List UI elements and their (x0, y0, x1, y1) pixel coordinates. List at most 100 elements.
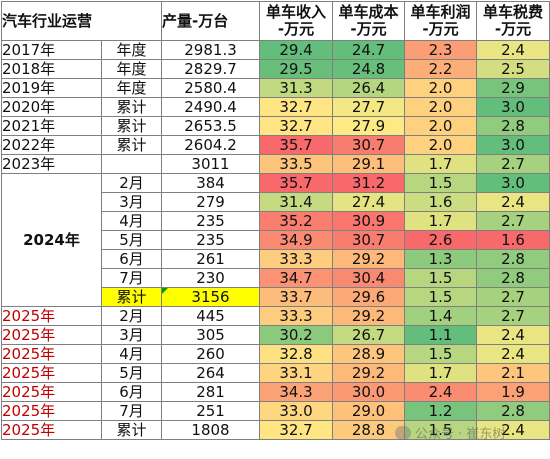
period-cell: 7月 (100, 268, 163, 288)
period-cell: 年度 (100, 40, 163, 60)
revenue-cell: 35.7 (259, 173, 334, 193)
auto-industry-table: 汽车行业运营 产量-万台 单车收入 -万元 单车成本 -万元 单车利润 -万元 … (0, 1, 550, 440)
profit-cell: 1.5 (404, 173, 478, 193)
table-row: 2025年 3月 305 30.2 26.7 1.1 2.4 (1, 325, 550, 345)
year-cell: 2023年 (1, 154, 102, 174)
production-cell: 279 (161, 192, 261, 212)
revenue-cell: 31.3 (259, 78, 334, 98)
profit-cell: 1.7 (404, 363, 478, 383)
tax-cell: 3.0 (476, 173, 550, 193)
revenue-cell: 32.7 (259, 420, 334, 440)
cost-cell: 30.7 (332, 230, 406, 250)
profit-cell: 2.0 (404, 78, 478, 98)
production-cell: 264 (161, 363, 261, 383)
header-profit-line2: -万元 (422, 20, 459, 38)
header-title: 汽车行业运营 (0, 1, 163, 41)
period-cell: 年度 (100, 59, 163, 79)
table-row: 2024年 2月 384 35.7 31.2 1.5 3.0 (1, 173, 550, 307)
table-row: 2025年 2月 445 33.3 29.2 1.4 2.7 (1, 306, 550, 326)
tax-cell: 2.8 (476, 116, 550, 136)
header-revenue: 单车收入 -万元 (259, 1, 334, 41)
production-cell: 235 (161, 230, 261, 250)
table-row: 4月 235 35.2 30.9 1.7 2.7 (2, 211, 550, 231)
year-cell: 2025年 (1, 363, 102, 383)
period-cell: 5月 (100, 230, 163, 250)
header-tax-line2: -万元 (494, 20, 532, 38)
tax-cell: 2.7 (476, 154, 550, 174)
tax-cell: 2.8 (476, 268, 550, 288)
table-row: 2025年 5月 264 33.1 29.2 1.7 2.1 (1, 363, 550, 383)
profit-cell: 1.1 (404, 325, 478, 345)
cost-cell: 30.9 (332, 211, 406, 231)
year-cell: 2018年 (1, 59, 102, 79)
tax-cell: 2.4 (476, 40, 550, 60)
profit-cell: 2.6 (404, 230, 478, 250)
tax-cell: 2.4 (476, 325, 550, 345)
cost-cell: 24.8 (332, 59, 406, 79)
cost-cell: 29.0 (332, 401, 406, 421)
cost-cell: 26.4 (332, 78, 406, 98)
production-cell: 260 (161, 344, 261, 364)
table-row: 5月 235 34.9 30.7 2.6 1.6 (2, 230, 550, 250)
profit-cell: 1.5 (404, 420, 478, 440)
production-cell: 1808 (161, 420, 261, 440)
production-cell: 2604.2 (161, 135, 261, 155)
year-cell: 2025年 (1, 344, 102, 364)
cost-cell: 27.7 (332, 97, 406, 117)
tax-cell: 2.8 (476, 249, 550, 269)
year-cell: 2022年 (1, 135, 102, 155)
table-row: 2019年 年度 2580.4 31.3 26.4 2.0 2.9 (1, 78, 550, 98)
revenue-cell: 29.5 (259, 59, 334, 79)
year-cell: 2025年 (1, 306, 102, 326)
period-cell: 6月 (100, 249, 163, 269)
production-cell: 2829.7 (161, 59, 261, 79)
year-cell: 2021年 (1, 116, 102, 136)
profit-cell: 1.2 (404, 401, 478, 421)
table-row: 3月 279 31.4 27.4 1.6 2.4 (2, 192, 550, 212)
wechat-icon (395, 425, 411, 440)
period-cell: 4月 (100, 344, 163, 364)
watermark-text: 公众号 · 崔东树 (415, 427, 506, 442)
year-cell: 2025年 (1, 382, 102, 402)
cost-cell: 29.2 (332, 306, 406, 326)
cost-cell: 27.4 (332, 192, 406, 212)
header-cost-line1: 单车成本 (338, 3, 399, 21)
tax-cell: 2.1 (476, 363, 550, 383)
profit-cell: 1.7 (404, 154, 478, 174)
profit-cell: 2.0 (404, 135, 478, 155)
year-cell: 2025年 (1, 401, 102, 421)
tax-cell: 2.9 (476, 78, 550, 98)
tax-cell: 2.7 (476, 306, 550, 326)
profit-cell: 1.5 (404, 344, 478, 364)
profit-cell: 2.0 (404, 97, 478, 117)
table-row: 累计 3156 33.7 29.6 1.5 2.7 (2, 287, 550, 307)
period-cell: 累计 (100, 116, 163, 136)
header-cost-line2: -万元 (350, 20, 387, 38)
cost-cell: 29.6 (332, 287, 406, 307)
header-tax: 单车税费 -万元 (476, 1, 550, 41)
cost-cell: 29.1 (332, 154, 406, 174)
revenue-cell: 31.4 (259, 192, 334, 212)
revenue-cell: 30.2 (259, 325, 334, 345)
year-cell: 2020年 (1, 97, 102, 117)
tax-cell: 1.9 (476, 382, 550, 402)
tax-cell: 2.8 (476, 401, 550, 421)
revenue-cell: 33.1 (259, 363, 334, 383)
header-profit-line1: 单车利润 (410, 3, 471, 21)
period-cell: 累计 (100, 287, 163, 307)
profit-cell: 1.5 (404, 287, 478, 307)
period-cell: 累计 (100, 135, 163, 155)
production-cell: 3156 (161, 287, 261, 307)
tax-cell: 1.6 (476, 230, 550, 250)
header-cost: 单车成本 -万元 (332, 1, 406, 41)
cost-cell: 30.4 (332, 268, 406, 288)
header-revenue-line2: -万元 (277, 20, 315, 38)
watermark: 公众号 · 崔东树 (395, 423, 505, 442)
revenue-cell: 33.7 (259, 287, 334, 307)
tax-cell: 3.0 (476, 97, 550, 117)
table-row: 2022年 累计 2604.2 35.7 30.7 2.0 3.0 (1, 135, 550, 155)
cost-cell: 30.7 (332, 135, 406, 155)
production-cell: 2490.4 (161, 97, 261, 117)
tax-cell: 2.4 (476, 420, 550, 440)
table-row: 2025年 累计 1808 32.7 28.8 1.5 2.4 (1, 420, 550, 440)
